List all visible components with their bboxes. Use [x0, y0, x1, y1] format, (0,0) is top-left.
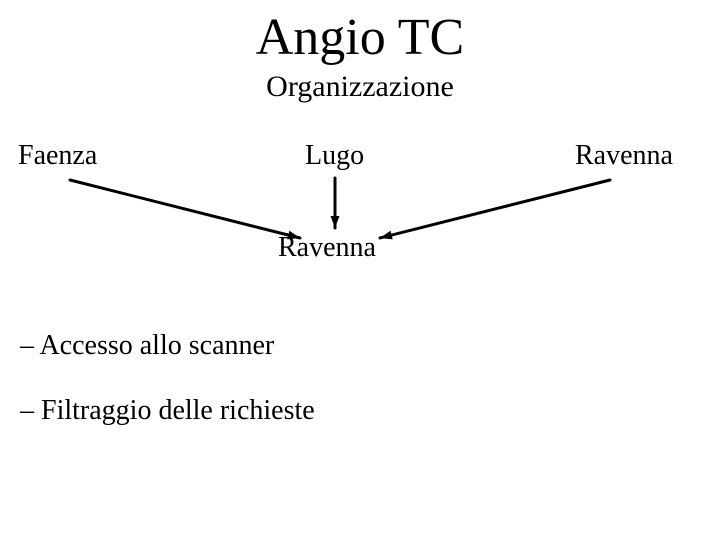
node-faenza: Faenza [18, 140, 97, 172]
slide-title: Angio TC [0, 8, 720, 67]
slide-subtitle: Organizzazione [0, 70, 720, 104]
node-lugo: Lugo [305, 140, 364, 172]
bullet-1: – Accesso allo scanner [20, 330, 274, 362]
node-ravenna-right: Ravenna [575, 140, 673, 172]
slide-stage: Angio TC Organizzazione Faenza Lugo Rave… [0, 0, 720, 540]
node-ravenna-center: Ravenna [278, 232, 376, 264]
bullet-2: – Filtraggio delle richieste [20, 395, 315, 427]
